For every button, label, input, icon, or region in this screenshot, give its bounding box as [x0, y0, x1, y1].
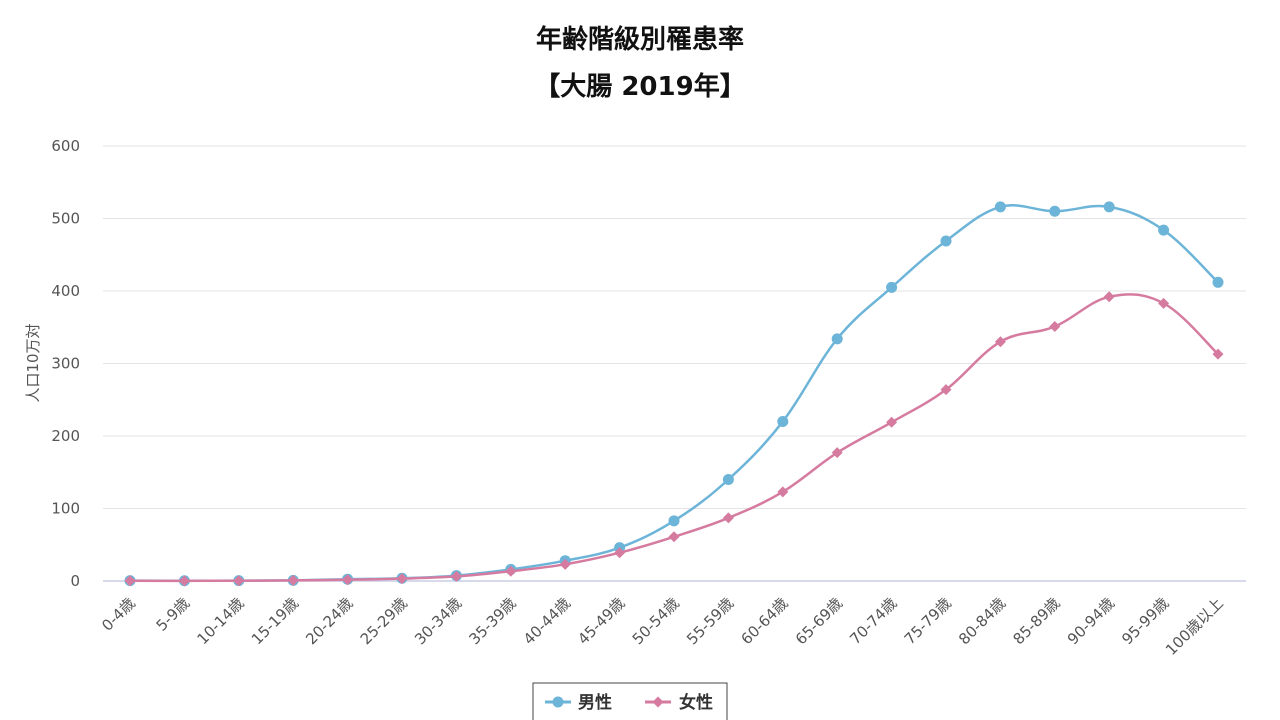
x-tick-label: 25-29歳 [357, 594, 411, 648]
x-tick-label: 50-54歳 [629, 594, 683, 648]
data-point-male[interactable] [1103, 201, 1115, 213]
legend-item-female[interactable]: 女性 [645, 692, 713, 713]
legend-female-label: 女性 [679, 692, 713, 713]
data-point-female[interactable] [831, 447, 843, 459]
gridlines [103, 145, 1246, 582]
data-point-female[interactable] [1212, 348, 1224, 360]
y-axis-label: 人口10万対 [24, 323, 42, 402]
x-tick-label: 55-59歳 [683, 594, 737, 648]
y-tick-label: 0 [70, 572, 80, 590]
x-tick-label: 15-19歳 [248, 594, 302, 648]
data-point-female[interactable] [886, 416, 898, 428]
series-male [124, 201, 1224, 587]
chart-title: 年齢階級別罹患率 [536, 24, 744, 55]
data-point-male[interactable] [940, 235, 952, 247]
data-point-female[interactable] [450, 570, 462, 582]
data-point-male[interactable] [831, 333, 843, 345]
data-point-female[interactable] [994, 336, 1006, 348]
data-point-female[interactable] [124, 575, 136, 587]
x-tick-label: 60-64歳 [737, 594, 791, 648]
series-line-female [128, 293, 1220, 583]
y-tick-label: 100 [51, 500, 80, 518]
x-tick-label: 80-84歳 [955, 594, 1009, 648]
data-point-male[interactable] [722, 474, 734, 485]
legend-male-marker [552, 696, 564, 708]
chart-subtitle: 【大腸 2019年】 [534, 71, 745, 102]
data-point-male[interactable] [777, 416, 789, 427]
data-point-female[interactable] [940, 384, 952, 396]
y-tick-label: 200 [51, 427, 80, 445]
y-tick-label: 500 [51, 210, 80, 228]
series-female [124, 291, 1224, 587]
legend-female-marker [652, 696, 664, 708]
x-tick-label: 70-74歳 [846, 594, 900, 648]
x-tick-label: 5-9歳 [153, 594, 194, 635]
data-point-female[interactable] [1103, 291, 1115, 303]
x-tick-label: 0-4歳 [98, 594, 139, 635]
data-point-female[interactable] [233, 575, 245, 587]
x-axis-ticks: 0-4歳 5-9歳 10-14歳 15-19歳 20-24歳 25-29歳 30-34歳 35… [98, 594, 1227, 659]
data-point-male[interactable] [1158, 224, 1170, 236]
x-tick-label: 75-79歳 [901, 594, 955, 648]
data-point-female[interactable] [1049, 321, 1061, 333]
data-point-male[interactable] [1212, 276, 1224, 288]
data-point-female[interactable] [505, 565, 517, 577]
x-tick-label: 85-89歳 [1009, 594, 1063, 648]
data-point-female[interactable] [396, 573, 408, 585]
data-point-female[interactable] [722, 512, 734, 524]
data-point-female[interactable] [668, 531, 680, 543]
x-tick-label: 30-34歳 [411, 594, 465, 648]
data-point-female[interactable] [342, 574, 354, 586]
series-layer [124, 201, 1224, 587]
y-tick-label: 400 [51, 282, 80, 300]
data-point-female[interactable] [178, 575, 190, 587]
data-point-male[interactable] [1049, 205, 1061, 217]
x-tick-label: 100歳以上 [1162, 594, 1227, 659]
x-tick-label: 10-14歳 [193, 594, 247, 648]
data-point-female[interactable] [287, 574, 299, 586]
y-axis-ticks: 0 100 200 300 400 500 600 [51, 137, 80, 590]
x-tick-label: 40-44歳 [520, 594, 574, 648]
data-point-female[interactable] [1158, 297, 1170, 309]
y-tick-label: 300 [51, 355, 80, 373]
data-point-male[interactable] [994, 201, 1006, 213]
x-tick-label: 65-69歳 [792, 594, 846, 648]
y-tick-label: 600 [51, 137, 80, 155]
x-tick-label: 20-24歳 [302, 594, 356, 648]
data-point-female[interactable] [614, 547, 626, 559]
legend-male-label: 男性 [578, 692, 612, 713]
data-point-male[interactable] [886, 281, 898, 293]
legend-item-male[interactable]: 男性 [545, 692, 612, 713]
x-tick-label: 45-49歳 [574, 594, 628, 648]
data-point-male[interactable] [668, 515, 680, 527]
x-tick-label: 35-39歳 [465, 594, 519, 648]
data-point-female[interactable] [777, 486, 789, 498]
x-tick-label: 90-94歳 [1064, 594, 1118, 648]
x-tick-label: 95-99歳 [1118, 594, 1172, 648]
data-point-female[interactable] [559, 558, 571, 570]
